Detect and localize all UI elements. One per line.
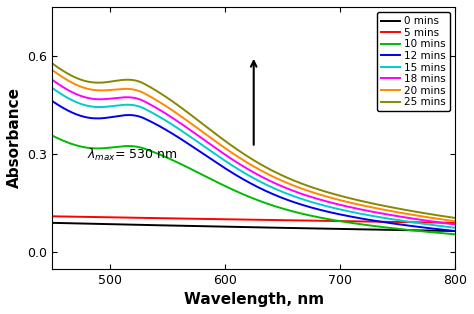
0 mins <box>153 223 159 227</box>
15 mins <box>452 226 458 230</box>
18 mins <box>121 95 127 99</box>
10 mins <box>232 189 237 192</box>
5 mins <box>452 221 458 225</box>
12 mins <box>287 199 292 203</box>
18 mins <box>287 187 292 191</box>
15 mins <box>153 113 159 116</box>
5 mins <box>353 219 358 223</box>
12 mins <box>232 172 237 176</box>
15 mins <box>287 193 292 197</box>
20 mins <box>319 193 324 197</box>
0 mins <box>49 221 55 225</box>
5 mins <box>49 214 55 218</box>
25 mins <box>232 146 237 149</box>
12 mins <box>452 229 458 233</box>
5 mins <box>232 218 237 221</box>
10 mins <box>121 144 127 148</box>
25 mins <box>353 198 358 202</box>
12 mins <box>153 122 159 126</box>
12 mins <box>121 113 127 117</box>
Line: 18 mins: 18 mins <box>52 80 455 225</box>
15 mins <box>319 203 324 207</box>
Line: 0 mins: 0 mins <box>52 223 455 231</box>
25 mins <box>121 78 127 82</box>
18 mins <box>49 78 55 82</box>
20 mins <box>49 68 55 72</box>
18 mins <box>153 106 159 110</box>
12 mins <box>353 216 358 219</box>
15 mins <box>353 211 358 214</box>
Line: 15 mins: 15 mins <box>52 88 455 228</box>
X-axis label: Wavelength, nm: Wavelength, nm <box>183 292 324 307</box>
0 mins <box>452 229 458 233</box>
Text: $\lambda_{max}$= 530 nm: $\lambda_{max}$= 530 nm <box>87 147 177 163</box>
10 mins <box>153 151 159 155</box>
0 mins <box>353 227 358 231</box>
5 mins <box>287 219 292 222</box>
10 mins <box>353 222 358 225</box>
Line: 25 mins: 25 mins <box>52 63 455 218</box>
5 mins <box>153 216 159 220</box>
10 mins <box>49 134 55 138</box>
Y-axis label: Absorbance: Absorbance <box>7 87 22 188</box>
25 mins <box>452 216 458 220</box>
18 mins <box>353 206 358 210</box>
15 mins <box>232 165 237 169</box>
18 mins <box>452 223 458 226</box>
0 mins <box>232 225 237 229</box>
20 mins <box>153 98 159 102</box>
10 mins <box>452 232 458 236</box>
20 mins <box>287 182 292 186</box>
5 mins <box>121 216 127 219</box>
25 mins <box>287 177 292 181</box>
0 mins <box>287 226 292 230</box>
25 mins <box>153 89 159 92</box>
15 mins <box>49 86 55 90</box>
18 mins <box>319 198 324 202</box>
25 mins <box>49 62 55 65</box>
10 mins <box>319 216 324 220</box>
Line: 20 mins: 20 mins <box>52 70 455 221</box>
Line: 12 mins: 12 mins <box>52 101 455 231</box>
20 mins <box>232 153 237 156</box>
20 mins <box>353 202 358 206</box>
0 mins <box>121 223 127 226</box>
0 mins <box>319 227 324 230</box>
Line: 5 mins: 5 mins <box>52 216 455 223</box>
10 mins <box>287 209 292 213</box>
5 mins <box>319 219 324 223</box>
20 mins <box>121 87 127 91</box>
12 mins <box>319 208 324 212</box>
18 mins <box>232 159 237 163</box>
Legend: 0 mins, 5 mins, 10 mins, 12 mins, 15 mins, 18 mins, 20 mins, 25 mins: 0 mins, 5 mins, 10 mins, 12 mins, 15 min… <box>377 12 450 111</box>
25 mins <box>319 188 324 192</box>
Line: 10 mins: 10 mins <box>52 136 455 234</box>
20 mins <box>452 219 458 223</box>
12 mins <box>49 99 55 103</box>
15 mins <box>121 103 127 107</box>
